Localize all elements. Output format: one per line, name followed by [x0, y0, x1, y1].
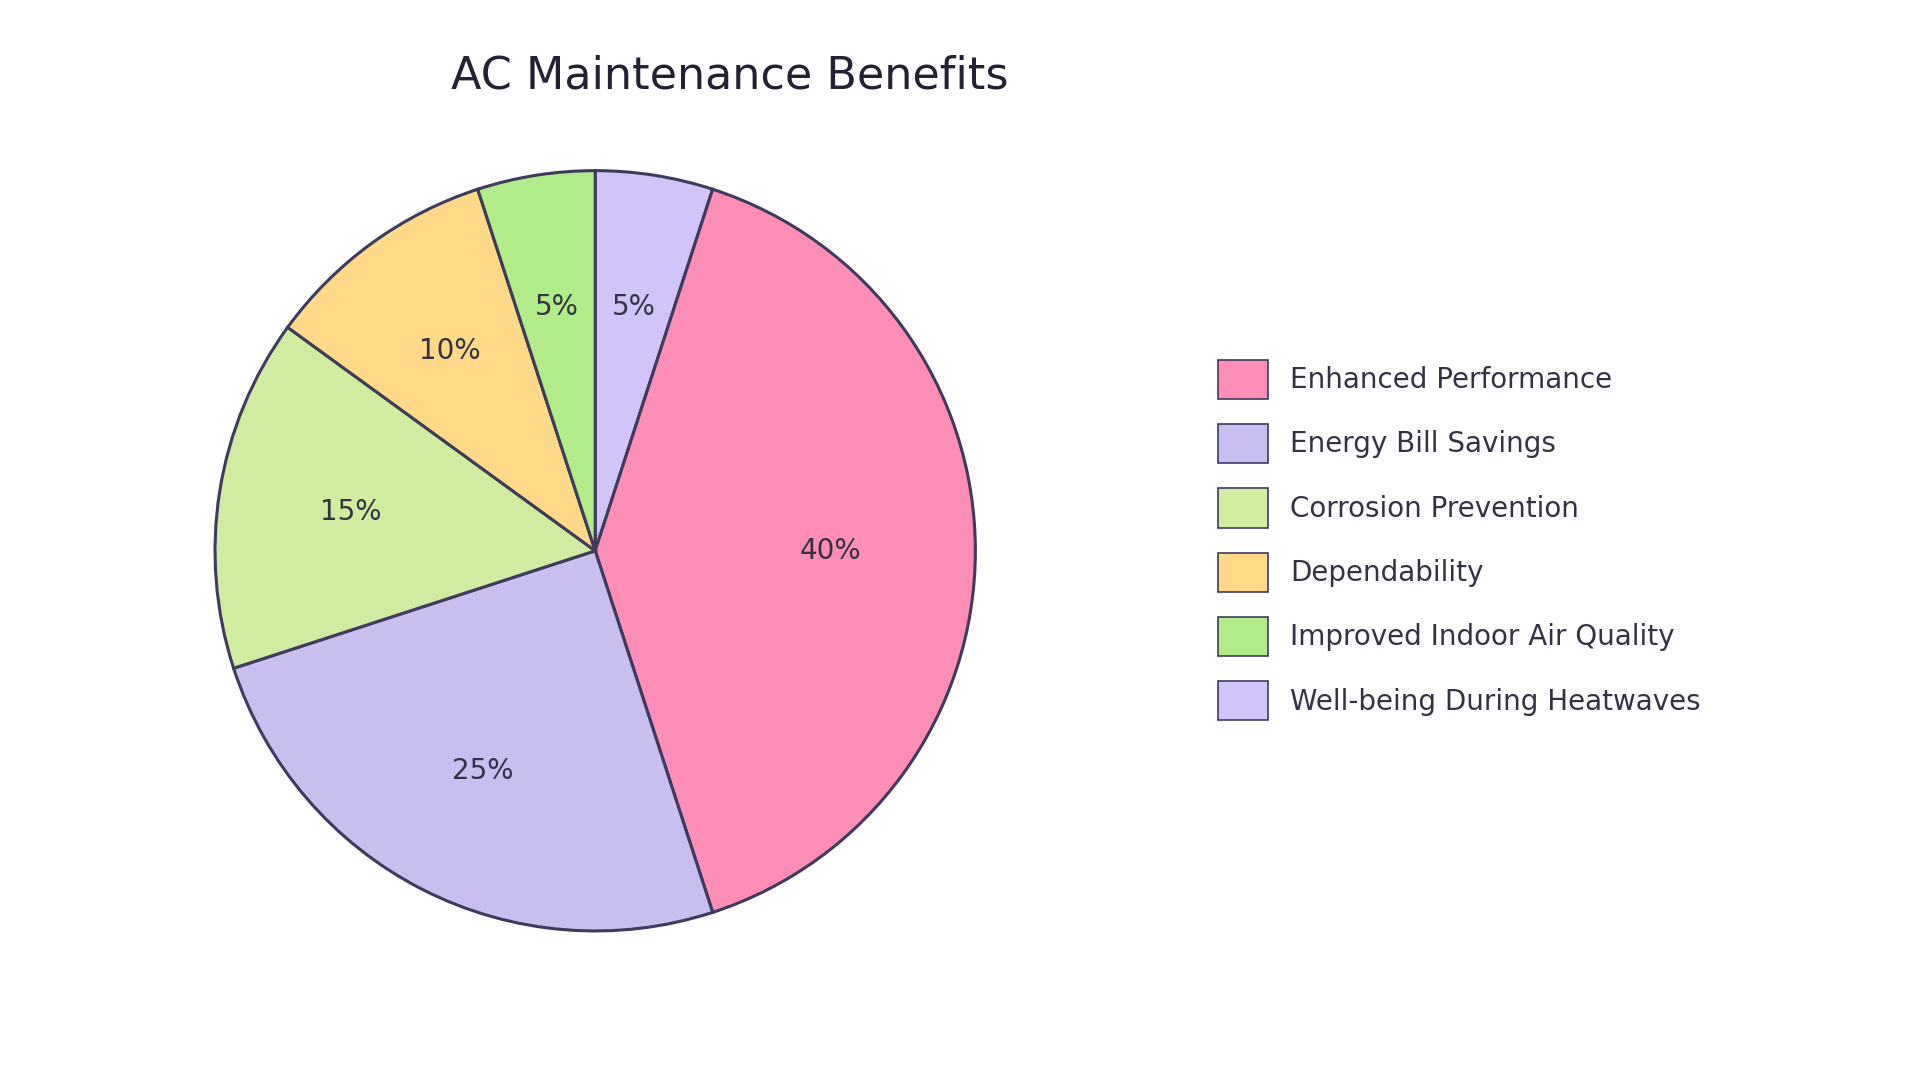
Text: 5%: 5%	[612, 293, 657, 321]
Wedge shape	[478, 171, 595, 551]
Text: 5%: 5%	[534, 293, 578, 321]
Wedge shape	[215, 327, 595, 669]
Wedge shape	[234, 551, 712, 931]
Text: 15%: 15%	[321, 498, 382, 526]
Text: 40%: 40%	[801, 537, 862, 565]
Legend: Enhanced Performance, Energy Bill Savings, Corrosion Prevention, Dependability, : Enhanced Performance, Energy Bill Saving…	[1204, 346, 1715, 734]
Text: 10%: 10%	[419, 337, 480, 365]
Wedge shape	[288, 189, 595, 551]
Text: AC Maintenance Benefits: AC Maintenance Benefits	[451, 54, 1008, 97]
Text: 25%: 25%	[453, 757, 515, 785]
Wedge shape	[595, 189, 975, 913]
Wedge shape	[595, 171, 712, 551]
